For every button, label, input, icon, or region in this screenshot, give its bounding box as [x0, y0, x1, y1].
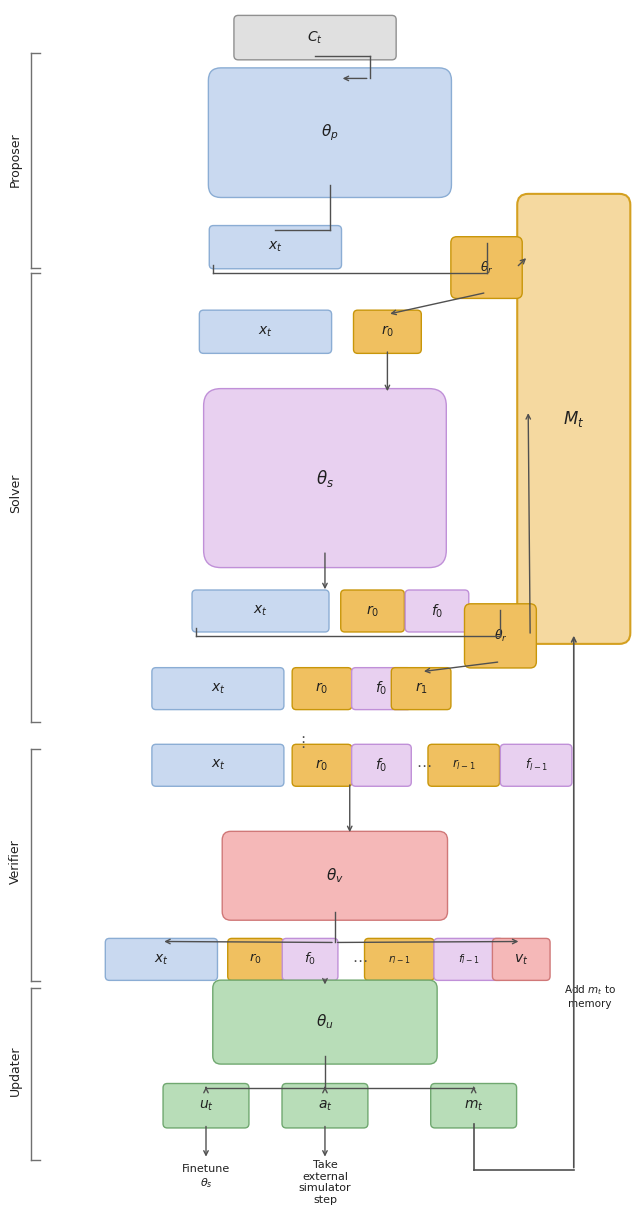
- FancyBboxPatch shape: [212, 980, 437, 1065]
- FancyBboxPatch shape: [434, 938, 504, 980]
- FancyBboxPatch shape: [353, 311, 421, 353]
- Text: Solver: Solver: [9, 474, 22, 513]
- FancyBboxPatch shape: [340, 590, 404, 632]
- Text: $x_t$: $x_t$: [268, 240, 283, 255]
- FancyBboxPatch shape: [204, 389, 446, 568]
- Text: $x_t$: $x_t$: [211, 681, 225, 695]
- FancyBboxPatch shape: [199, 311, 332, 353]
- Text: $x_t$: $x_t$: [253, 604, 268, 619]
- Text: $r_0$: $r_0$: [381, 324, 394, 340]
- Text: $\theta_v$: $\theta_v$: [326, 866, 344, 885]
- Text: $r_{l-1}$: $r_{l-1}$: [388, 952, 411, 966]
- FancyBboxPatch shape: [465, 604, 536, 667]
- Text: $\theta_r$: $\theta_r$: [493, 627, 508, 644]
- Text: $r_1$: $r_1$: [415, 681, 428, 697]
- FancyBboxPatch shape: [209, 225, 342, 269]
- FancyBboxPatch shape: [228, 938, 284, 980]
- FancyBboxPatch shape: [428, 744, 499, 787]
- FancyBboxPatch shape: [351, 744, 412, 787]
- Text: $x_t$: $x_t$: [258, 324, 273, 339]
- Text: $r_0$: $r_0$: [366, 603, 379, 619]
- Text: $\vdots$: $\vdots$: [295, 734, 305, 750]
- FancyBboxPatch shape: [431, 1084, 516, 1128]
- FancyBboxPatch shape: [500, 744, 572, 787]
- Text: Take
external
simulator
step: Take external simulator step: [299, 1160, 351, 1205]
- FancyBboxPatch shape: [451, 236, 522, 298]
- FancyBboxPatch shape: [405, 590, 468, 632]
- Text: Proposer: Proposer: [9, 133, 22, 188]
- Text: $f_0$: $f_0$: [375, 680, 388, 698]
- Text: $f_0$: $f_0$: [431, 602, 443, 620]
- Text: $\theta_s$: $\theta_s$: [316, 468, 334, 488]
- Text: Add $m_t$ to
memory: Add $m_t$ to memory: [564, 983, 616, 1009]
- Text: $v_t$: $v_t$: [514, 952, 529, 967]
- FancyBboxPatch shape: [351, 667, 412, 710]
- Text: $f_0$: $f_0$: [375, 756, 388, 773]
- Text: $\cdots$: $\cdots$: [417, 758, 432, 772]
- FancyBboxPatch shape: [282, 1084, 368, 1128]
- FancyBboxPatch shape: [192, 590, 329, 632]
- Text: $x_t$: $x_t$: [211, 758, 225, 772]
- Text: $\cdots$: $\cdots$: [352, 952, 367, 967]
- FancyBboxPatch shape: [222, 832, 447, 921]
- FancyBboxPatch shape: [209, 68, 451, 197]
- FancyBboxPatch shape: [152, 667, 284, 710]
- Text: $r_0$: $r_0$: [316, 681, 328, 697]
- Text: $m_t$: $m_t$: [464, 1099, 483, 1113]
- FancyBboxPatch shape: [492, 938, 550, 980]
- FancyBboxPatch shape: [391, 667, 451, 710]
- Text: $r_0$: $r_0$: [249, 952, 262, 966]
- FancyBboxPatch shape: [234, 16, 396, 60]
- FancyBboxPatch shape: [517, 194, 630, 644]
- Text: Updater: Updater: [9, 1045, 22, 1096]
- Text: $r_0$: $r_0$: [316, 758, 328, 773]
- Text: $\theta_r$: $\theta_r$: [480, 259, 493, 275]
- FancyBboxPatch shape: [292, 667, 352, 710]
- FancyBboxPatch shape: [282, 938, 338, 980]
- Text: $\theta_u$: $\theta_u$: [316, 1012, 333, 1032]
- Text: $x_t$: $x_t$: [154, 952, 169, 967]
- Text: $C_t$: $C_t$: [307, 29, 323, 46]
- Text: $a_t$: $a_t$: [317, 1099, 332, 1113]
- FancyBboxPatch shape: [292, 744, 352, 787]
- Text: $r_{l-1}$: $r_{l-1}$: [452, 759, 476, 772]
- FancyBboxPatch shape: [106, 938, 218, 980]
- Text: $f_{l-1}$: $f_{l-1}$: [525, 758, 548, 773]
- Text: $f_0$: $f_0$: [304, 951, 316, 967]
- Text: Verifier: Verifier: [9, 839, 22, 884]
- Text: Finetune
$\theta_s$: Finetune $\theta_s$: [182, 1164, 230, 1190]
- FancyBboxPatch shape: [163, 1084, 249, 1128]
- Text: $\theta_p$: $\theta_p$: [321, 122, 339, 143]
- Text: $u_t$: $u_t$: [198, 1099, 214, 1113]
- FancyBboxPatch shape: [152, 744, 284, 787]
- FancyBboxPatch shape: [365, 938, 434, 980]
- Text: $M_t$: $M_t$: [563, 409, 584, 429]
- Text: $f_{l-1}$: $f_{l-1}$: [458, 952, 479, 966]
